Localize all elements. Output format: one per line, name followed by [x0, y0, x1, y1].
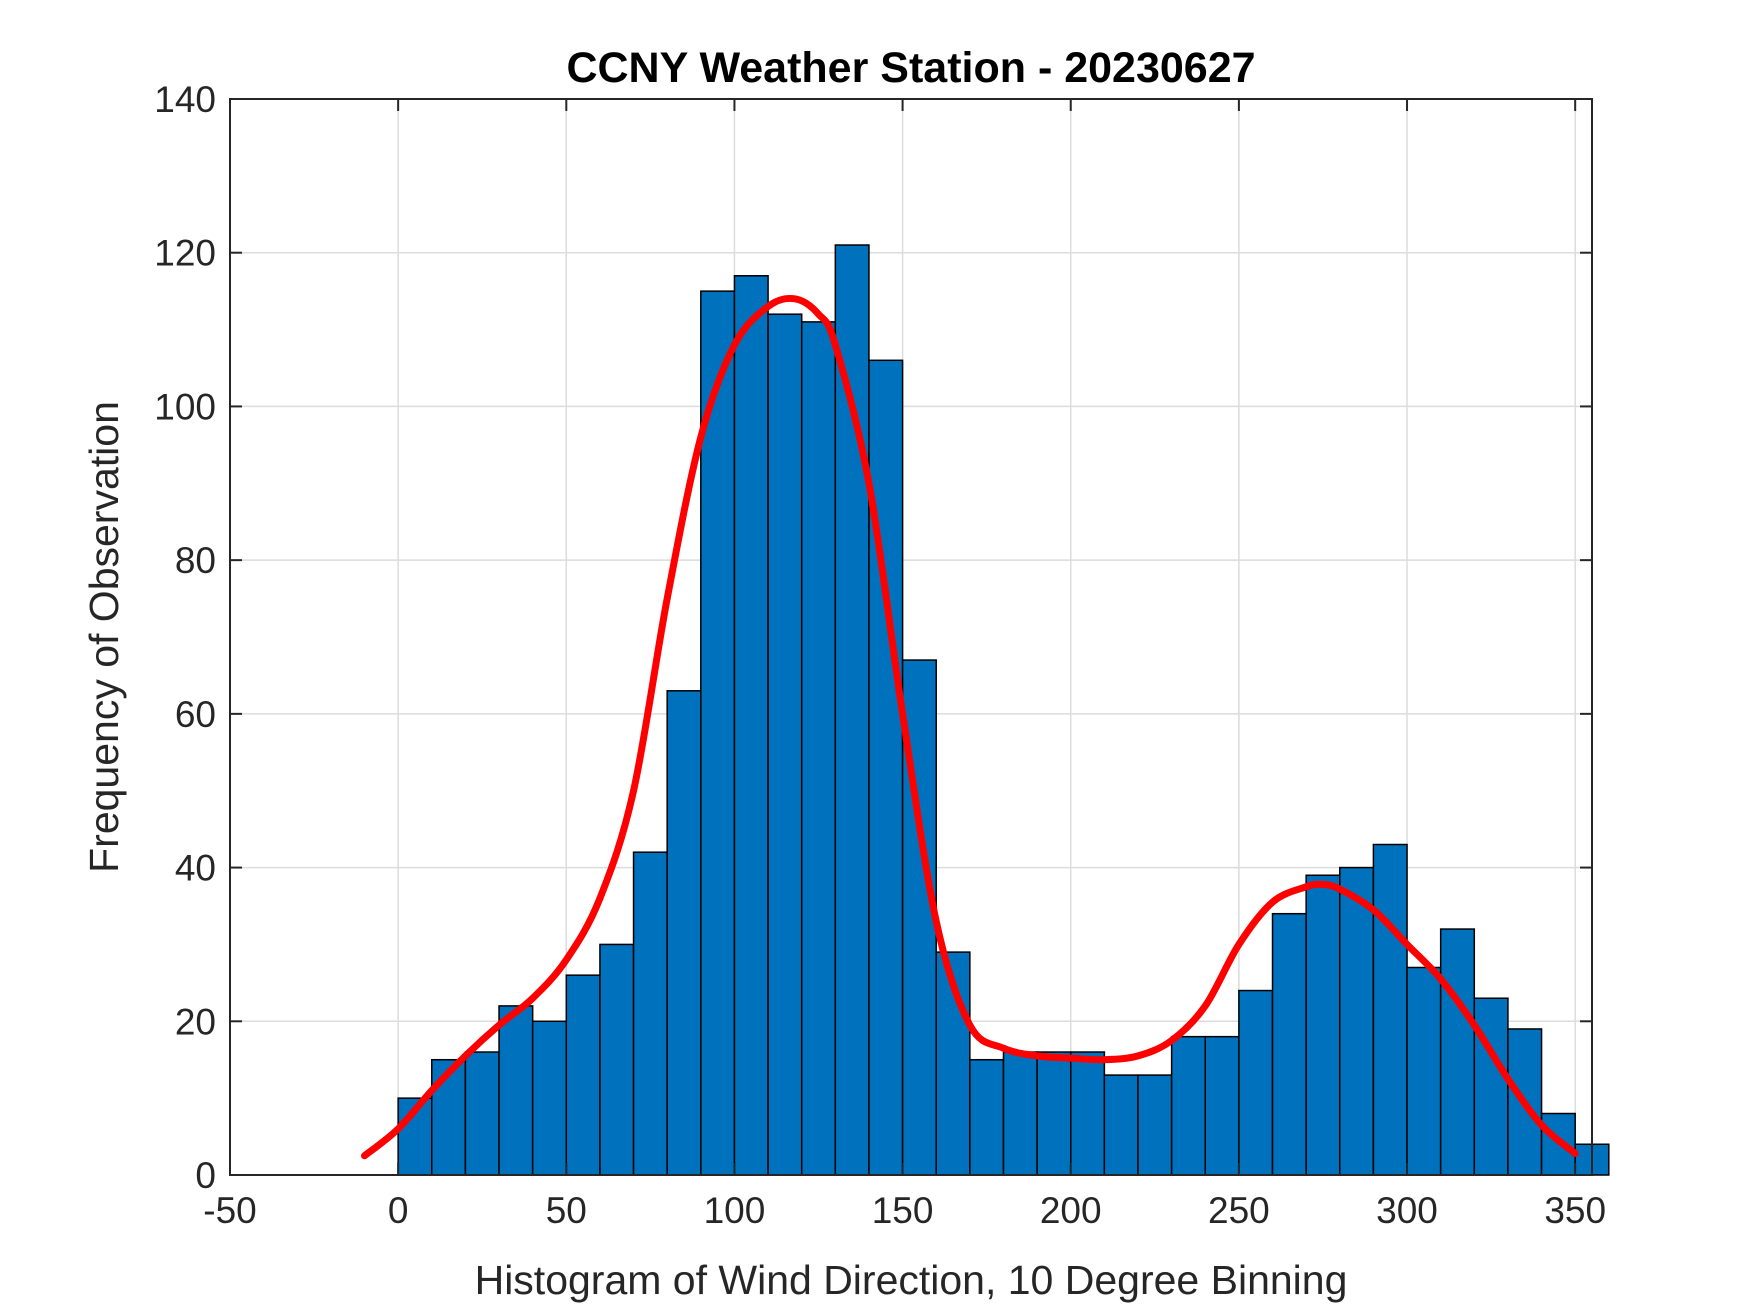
histogram-bar	[1204, 1035, 1240, 1176]
y-tick-label: 100	[154, 386, 216, 427]
histogram-bar	[733, 275, 769, 1176]
y-tick-label: 40	[175, 848, 216, 889]
x-tick-label: 50	[546, 1190, 587, 1231]
chart-title: CCNY Weather Station - 20230627	[566, 44, 1255, 92]
x-tick-label: 200	[1040, 1190, 1102, 1231]
histogram-bar	[1372, 843, 1408, 1176]
histogram-bar	[868, 359, 904, 1176]
histogram-bar	[464, 1051, 500, 1176]
histogram-bar	[1069, 1051, 1106, 1176]
histogram-bar	[498, 1005, 534, 1176]
histogram-bar	[1036, 1051, 1072, 1176]
histogram-bar	[1540, 1112, 1576, 1176]
y-tick-label: 140	[154, 79, 216, 120]
histogram-bar	[531, 1020, 568, 1176]
histogram-bar	[1473, 997, 1509, 1176]
histogram-bar	[1238, 989, 1274, 1176]
histogram-bar	[1170, 1035, 1207, 1176]
histogram-bar	[1305, 874, 1341, 1176]
histogram-bar	[632, 851, 668, 1176]
x-tick-label: 0	[388, 1190, 409, 1231]
histogram-bar	[666, 690, 702, 1176]
histogram-bar	[1137, 1074, 1173, 1176]
histogram-bar	[700, 290, 736, 1176]
histogram-bar	[599, 943, 635, 1176]
x-tick-label: 300	[1376, 1190, 1438, 1231]
x-tick-label: 150	[872, 1190, 934, 1231]
y-tick-label: 20	[175, 1001, 216, 1042]
y-tick-label: 60	[175, 694, 216, 735]
histogram-bar	[1339, 866, 1375, 1176]
x-tick-label: 350	[1544, 1190, 1606, 1231]
y-axis-label: Frequency of Observation	[81, 401, 127, 873]
fit-curve-line	[361, 294, 1579, 1160]
x-tick-label: 100	[704, 1190, 766, 1231]
histogram-bar	[800, 321, 837, 1176]
histogram-bar	[1002, 1051, 1038, 1176]
x-tick-label: -50	[203, 1190, 256, 1231]
y-tick-label: 0	[195, 1155, 216, 1196]
histogram-bar	[1271, 912, 1307, 1176]
histogram-bar	[565, 974, 601, 1176]
x-tick-label: 250	[1208, 1190, 1270, 1231]
histogram-bar	[969, 1058, 1005, 1176]
x-axis-label: Histogram of Wind Direction, 10 Degree B…	[475, 1257, 1348, 1303]
histogram-bar	[1439, 928, 1476, 1176]
histogram-bar	[834, 244, 870, 1176]
fit-curve-group	[361, 294, 1579, 1160]
histogram-bar	[1406, 966, 1442, 1176]
y-tick-label: 80	[175, 540, 216, 581]
axes-box	[229, 98, 1593, 1176]
histogram-bar	[767, 313, 803, 1176]
axes-frame	[229, 98, 1593, 1176]
tick-labels: -50 0 50 100 150 200 250 300 3500204060801001201…	[154, 79, 1606, 1231]
histogram-bar	[431, 1058, 467, 1176]
y-tick-label: 120	[154, 233, 216, 274]
bars	[397, 244, 1610, 1176]
histogram-bar	[1103, 1074, 1139, 1176]
